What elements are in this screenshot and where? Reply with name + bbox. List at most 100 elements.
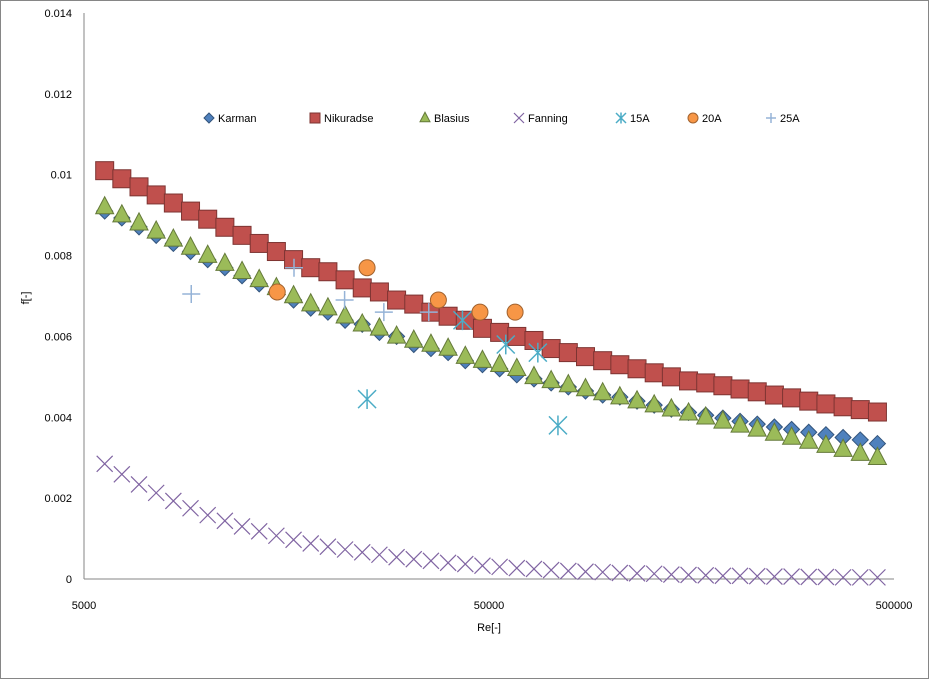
data-point-blasius [472,349,493,368]
data-point-nikuradse [163,193,183,213]
series-blasius [94,195,888,465]
x-tick-labels: 5000 50000 500000 [72,600,913,612]
data-point-blasius [369,316,390,336]
data-point-nikuradse [232,225,252,245]
data-point-fanning [834,568,852,586]
data-point-25a [419,303,438,322]
data-point-blasius [146,219,167,239]
legend-label-20a: 20A [702,113,722,125]
y-tick-label: 0 [66,574,72,586]
data-point-blasius [730,413,750,433]
data-point-nikuradse [764,385,784,405]
data-point-nikuradse [782,388,802,408]
data-point-fanning [233,518,251,535]
data-point-fanning [199,506,217,524]
data-point-nikuradse [696,373,716,393]
data-point-blasius [112,203,132,223]
data-point-blasius [283,284,304,304]
data-point-fanning [817,568,835,586]
data-point-fanning [542,561,560,579]
data-point-blasius [129,211,149,231]
data-point-blasius [747,417,768,437]
y-axis-title: f[-] [20,292,32,305]
data-point-fanning [783,568,800,585]
data-point-blasius [197,244,218,263]
y-tick-labels: 0 0.002 0.004 0.006 0.008 0.01 0.012 0.014 [44,8,72,586]
data-point-fanning [645,565,663,583]
data-point-nikuradse [472,318,492,338]
data-point-fanning [628,564,646,582]
data-point-blasius [403,329,424,348]
data-point-nikuradse [627,359,647,379]
data-point-blasius [644,393,665,413]
data-point-nikuradse [867,402,887,422]
legend-label-25a: 25A [780,113,800,125]
data-point-fanning [285,531,302,549]
data-point-nikuradse [713,376,733,396]
data-point-blasius [352,312,373,332]
legend-marker-nikuradse [309,112,321,124]
data-point-blasius [524,365,544,385]
data-point-20a [429,291,447,309]
data-point-fanning [439,554,457,572]
data-point-nikuradse [301,258,321,278]
data-point-nikuradse [198,209,218,229]
data-point-blasius [180,236,201,255]
data-point-fanning [748,567,766,585]
data-point-nikuradse [541,339,561,359]
data-point-blasius [867,446,888,465]
data-point-fanning [869,568,886,586]
data-point-fanning [697,566,715,584]
data-point-fanning [164,492,182,510]
data-point-fanning [267,527,285,545]
series-15a [357,310,568,436]
data-point-fanning [130,475,148,493]
data-point-15a [548,415,568,436]
data-point-25a [284,258,303,277]
data-point-fanning [302,534,320,552]
data-point-blasius [764,422,785,441]
data-point-20a [268,283,286,301]
data-point-fanning [851,568,869,586]
data-point-fanning [113,465,131,483]
series-20a [268,259,524,321]
data-point-fanning [405,550,423,568]
data-point-blasius [386,325,407,344]
legend-label-nikuradse: Nikuradse [324,113,374,125]
x-tick-label: 500000 [876,600,913,612]
legend: Karman Nikuradse Blasius Fanning 15A 20A 25A [203,111,800,125]
data-point-fanning [525,560,543,578]
legend-marker-karman [203,112,215,124]
data-point-nikuradse [318,262,338,282]
legend-marker-15a [615,112,627,124]
series-layer [94,161,888,586]
data-point-nikuradse [816,394,836,414]
data-point-nikuradse [558,343,578,363]
data-point-15a [357,389,377,409]
data-point-blasius [94,195,115,215]
y-tick-label: 0.008 [44,251,72,263]
data-point-fanning [680,566,697,584]
legend-marker-25a [766,113,776,123]
data-point-fanning [662,566,680,583]
data-point-blasius [215,252,235,271]
data-point-nikuradse [215,217,235,237]
data-point-blasius [163,227,184,247]
data-point-fanning [731,567,749,585]
data-point-nikuradse [95,161,115,181]
data-point-20a [471,303,489,321]
data-point-fanning [319,538,337,556]
data-point-nikuradse [644,363,664,383]
data-point-nikuradse [679,371,699,391]
data-point-fanning [422,552,440,570]
legend-label-karman: Karman [218,113,257,125]
series-25a [182,258,438,322]
data-point-fanning [250,522,268,540]
data-point-15a [452,310,473,331]
data-point-nikuradse [387,290,407,310]
legend-label-blasius: Blasius [434,113,470,125]
data-point-nikuradse [576,347,596,367]
data-point-25a [374,303,393,322]
series-fanning [96,455,886,586]
series-nikuradse [95,161,887,422]
